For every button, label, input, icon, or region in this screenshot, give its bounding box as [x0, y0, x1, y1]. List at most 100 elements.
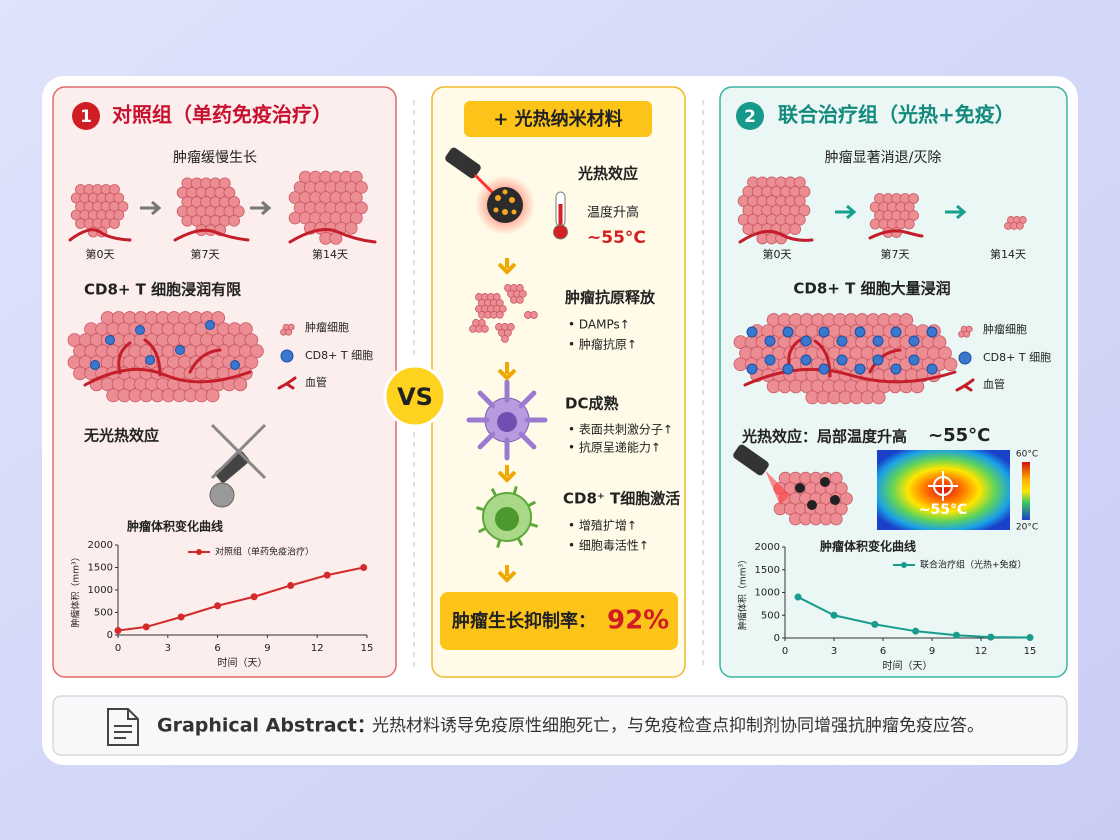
tumor-cell [480, 324, 489, 333]
y-tick-label: 2000 [88, 540, 113, 551]
heatmap-label: ~55°C [919, 502, 968, 518]
tumor-cell [938, 346, 952, 361]
legend-label: 联合治疗组（光热+免疫） [920, 559, 1027, 571]
y-tick-label: 0 [107, 630, 113, 641]
tumor-cell [943, 357, 958, 372]
tumor-cell [344, 221, 358, 235]
section-title: 光热效应：局部温度升高 [741, 428, 907, 446]
tumor-cell [113, 192, 125, 204]
flow-arrow [497, 362, 517, 381]
tumor-cell [117, 201, 129, 212]
data-line [117, 566, 364, 632]
y-tick-label: 1500 [755, 565, 780, 576]
tumor-cell [840, 492, 853, 506]
t-cell [872, 335, 884, 347]
data-point [214, 602, 222, 610]
dendrite [518, 390, 537, 409]
data-point [871, 620, 879, 628]
step-item: • DAMPs↑ [568, 318, 630, 332]
step-item: • 肿瘤抗原↑ [568, 337, 637, 352]
tumor-cell [349, 191, 363, 205]
data-point [323, 571, 331, 579]
y-tick-label: 1000 [755, 588, 780, 599]
y-axis-label: 肿瘤体积（mm³） [70, 552, 82, 627]
t-cell [926, 326, 938, 338]
scale-label: 60°C [1016, 450, 1038, 460]
footer-label: Graphical Abstract： [157, 715, 376, 737]
tumor-illustrations [733, 176, 1027, 526]
step-item: • 表面共刺激分子↑ [568, 423, 673, 437]
badge [736, 102, 764, 130]
tumor-cell [829, 471, 843, 485]
x-tick-label: 3 [831, 646, 837, 657]
vessel [955, 378, 975, 392]
tumor-cell [793, 176, 806, 189]
x-tick-label: 9 [929, 646, 935, 657]
title-box [464, 101, 652, 137]
tumor-cell [244, 355, 259, 370]
y-tick-label: 2000 [755, 542, 780, 553]
data-point [114, 627, 122, 634]
t-cell [800, 335, 812, 347]
t-cell [764, 335, 776, 347]
data-point [987, 633, 995, 641]
t-cell [746, 363, 758, 375]
t-cell [800, 354, 812, 366]
section-title: CD8+ T 细胞浸润有限 [84, 281, 241, 299]
y-tick-label: 1500 [88, 563, 113, 574]
panel-title: 联合治疗组（光热+免疫） [778, 103, 1015, 127]
x-tick-label: 15 [1024, 646, 1037, 657]
tumor-cell [530, 311, 538, 319]
day-label: 第14天 [990, 247, 1026, 261]
step-item: • 增殖扩增↑ [568, 518, 637, 533]
t-cell [205, 320, 215, 330]
tumor-cell [354, 201, 368, 215]
tumor-cell [501, 334, 509, 343]
flow-arrow [497, 565, 517, 583]
t-cell [908, 354, 920, 366]
legend-label: 血管 [305, 375, 327, 389]
step-item: • 细胞毒活性↑ [568, 539, 649, 553]
t-cell [836, 335, 848, 347]
t-cell [175, 345, 185, 355]
arrows [140, 200, 272, 216]
x-axis-label: 时间（天） [883, 659, 933, 672]
x-tick-label: 6 [214, 643, 220, 654]
x-tick-label: 9 [264, 643, 270, 654]
y-tick-label: 500 [94, 608, 113, 619]
t-cell [854, 363, 866, 375]
section-title: 无光热效应 [83, 427, 159, 445]
t-cell [746, 326, 758, 338]
tumor-cell [495, 310, 504, 319]
thermometer [553, 191, 568, 240]
x-tick-label: 12 [311, 643, 324, 654]
x-tick-label: 6 [880, 646, 886, 657]
x-tick-label: 0 [115, 643, 121, 654]
t-cell [836, 354, 848, 366]
t-cell [782, 326, 794, 338]
tumor-cell [793, 195, 806, 207]
legend-label: CD8+ T 细胞 [983, 351, 1051, 364]
t-cell [872, 354, 884, 366]
day-label: 第0天 [763, 247, 792, 261]
y-axis-label: 肿瘤体积（mm³） [737, 555, 749, 630]
data-point [912, 627, 920, 635]
tumor-cell [899, 313, 914, 327]
flow-arrow [497, 258, 517, 275]
tumor-cell [834, 481, 848, 495]
tumor-cell [349, 211, 363, 225]
subtitle: 肿瘤缓慢生长 [173, 149, 257, 166]
y-tick-label: 0 [774, 633, 780, 644]
no-laser-icon [209, 423, 267, 508]
result-box [440, 592, 678, 650]
tumor-cell [515, 295, 524, 304]
flow-arrow [497, 465, 517, 483]
tumor-cell [793, 213, 806, 226]
data-point [177, 613, 185, 621]
t-cell [280, 349, 294, 363]
tumor-cell [238, 322, 253, 337]
step-item: 温度升高 [587, 205, 639, 221]
legend-marker [901, 562, 907, 568]
